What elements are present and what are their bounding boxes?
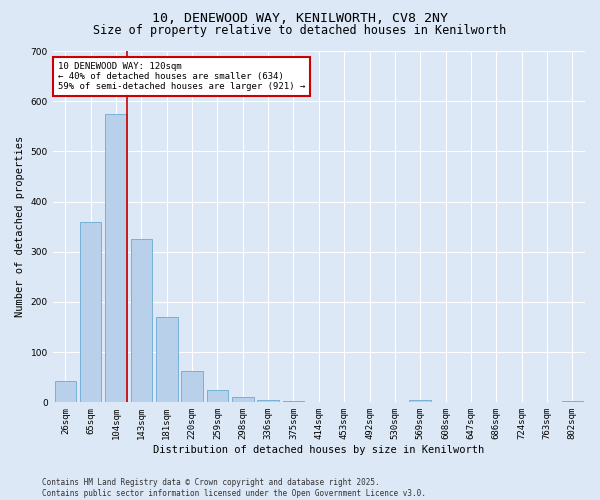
Bar bbox=[131, 239, 152, 402]
Bar bbox=[257, 400, 279, 402]
Bar bbox=[80, 222, 101, 402]
Bar bbox=[409, 400, 431, 402]
X-axis label: Distribution of detached houses by size in Kenilworth: Distribution of detached houses by size … bbox=[153, 445, 484, 455]
Bar bbox=[105, 114, 127, 403]
Bar bbox=[206, 390, 228, 402]
Bar bbox=[55, 381, 76, 402]
Text: 10 DENEWOOD WAY: 120sqm
← 40% of detached houses are smaller (634)
59% of semi-d: 10 DENEWOOD WAY: 120sqm ← 40% of detache… bbox=[58, 62, 305, 92]
Bar bbox=[156, 317, 178, 402]
Bar bbox=[181, 371, 203, 402]
Y-axis label: Number of detached properties: Number of detached properties bbox=[15, 136, 25, 318]
Bar bbox=[232, 398, 254, 402]
Text: Contains HM Land Registry data © Crown copyright and database right 2025.
Contai: Contains HM Land Registry data © Crown c… bbox=[42, 478, 426, 498]
Text: 10, DENEWOOD WAY, KENILWORTH, CV8 2NY: 10, DENEWOOD WAY, KENILWORTH, CV8 2NY bbox=[152, 12, 448, 26]
Text: Size of property relative to detached houses in Kenilworth: Size of property relative to detached ho… bbox=[94, 24, 506, 37]
